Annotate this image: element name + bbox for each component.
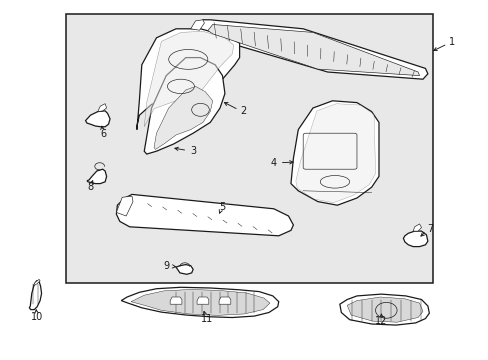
- Polygon shape: [403, 231, 427, 247]
- Polygon shape: [144, 58, 224, 154]
- Polygon shape: [154, 86, 212, 149]
- Polygon shape: [190, 20, 204, 30]
- Text: 7: 7: [426, 224, 432, 234]
- Text: 6: 6: [100, 129, 106, 139]
- Text: 10: 10: [31, 312, 43, 322]
- Polygon shape: [116, 196, 133, 216]
- Polygon shape: [412, 224, 421, 231]
- Polygon shape: [193, 20, 427, 79]
- Text: 9: 9: [163, 261, 169, 271]
- Polygon shape: [87, 169, 106, 184]
- Bar: [66, 14, 432, 283]
- Polygon shape: [85, 111, 110, 127]
- Polygon shape: [98, 104, 106, 112]
- Polygon shape: [295, 104, 375, 203]
- Text: 11: 11: [200, 314, 212, 324]
- Polygon shape: [197, 297, 208, 304]
- Polygon shape: [137, 29, 239, 130]
- Polygon shape: [121, 287, 278, 318]
- Polygon shape: [339, 294, 428, 325]
- Polygon shape: [290, 101, 378, 205]
- Text: 12: 12: [374, 316, 387, 326]
- Text: 5: 5: [219, 202, 225, 212]
- Polygon shape: [219, 297, 230, 304]
- Text: 4: 4: [270, 158, 276, 168]
- Polygon shape: [346, 297, 422, 322]
- Text: 8: 8: [87, 182, 93, 192]
- Text: 1: 1: [448, 37, 454, 47]
- Polygon shape: [29, 281, 41, 310]
- Polygon shape: [207, 24, 419, 76]
- Polygon shape: [116, 194, 293, 236]
- Polygon shape: [176, 265, 193, 274]
- Text: 2: 2: [240, 107, 246, 116]
- Polygon shape: [131, 289, 269, 315]
- Text: 3: 3: [189, 146, 196, 156]
- Polygon shape: [144, 31, 233, 127]
- Polygon shape: [33, 279, 40, 286]
- Polygon shape: [170, 297, 182, 304]
